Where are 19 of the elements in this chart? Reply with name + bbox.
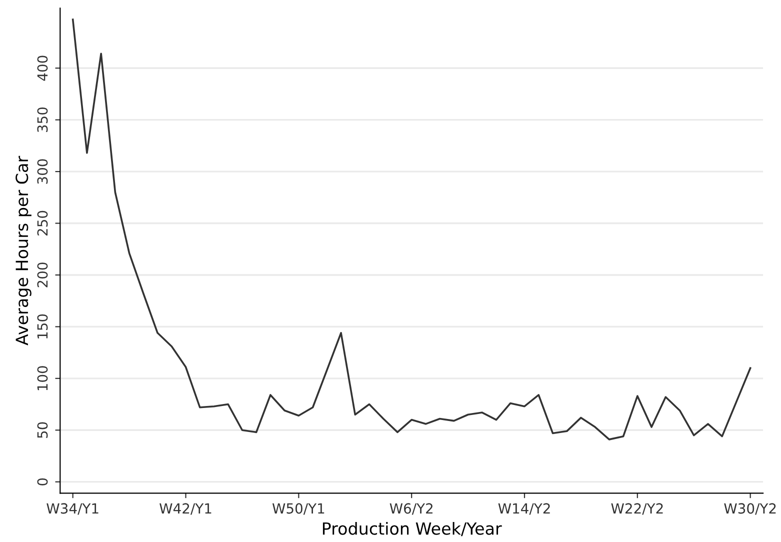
- y-tick-label: 200: [37, 262, 48, 288]
- y-tick-label: 0: [37, 478, 48, 486]
- y-tick-label: 150: [37, 314, 48, 338]
- x-tick-label: W50/Y1: [272, 503, 324, 515]
- x-tick-label: W14/Y2: [498, 503, 550, 515]
- y-tick-label: 100: [37, 366, 48, 390]
- line-series: [72, 18, 752, 440]
- x-tick-label: W34/Y1: [46, 503, 98, 515]
- x-tick-label: W42/Y1: [160, 503, 212, 515]
- y-tick-label: 400: [37, 56, 48, 81]
- x-tick-label: W22/Y2: [611, 503, 663, 515]
- y-tick-label: 50: [37, 422, 48, 438]
- y-tick-label: 350: [37, 108, 48, 132]
- y-axis-title: Average Hours per Car: [16, 156, 32, 346]
- x-tick-label: W6/Y2: [390, 503, 432, 515]
- y-tick-label: 250: [37, 210, 48, 236]
- y-tick-label: 300: [37, 159, 48, 184]
- x-tick-label: W30/Y2: [724, 503, 776, 515]
- x-axis-title: Production Week/Year: [322, 522, 502, 536]
